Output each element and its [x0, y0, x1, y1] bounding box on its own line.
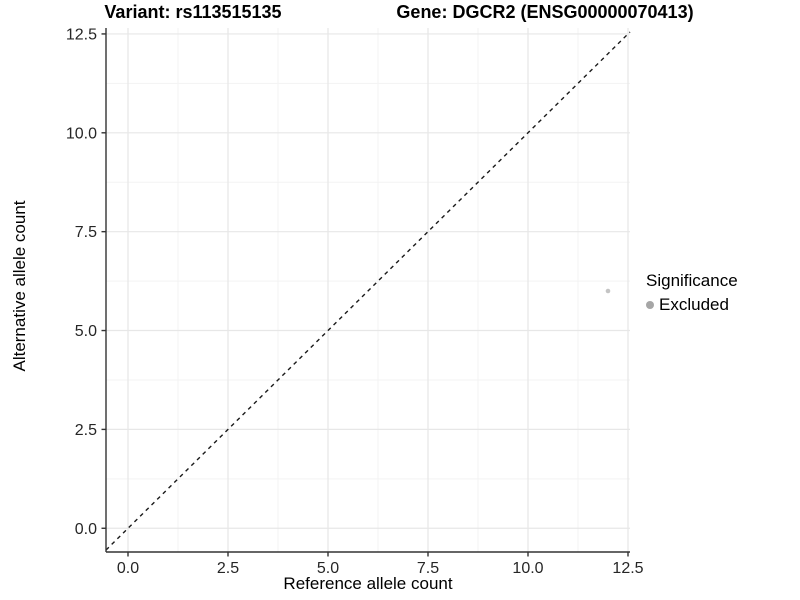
y-tick-label: 0.0 — [75, 521, 97, 538]
plot-title-gene: Gene: DGCR2 (ENSG00000070413) — [396, 2, 694, 22]
legend-item-excluded: Excluded — [646, 295, 738, 315]
y-tick-label: 2.5 — [75, 422, 97, 439]
x-tick-label: 5.0 — [317, 560, 339, 577]
x-tick-label: 7.5 — [417, 560, 439, 577]
data-point — [605, 288, 611, 294]
plot-title-variant: Variant: rs113515135 — [104, 2, 282, 22]
x-tick-label: 12.5 — [612, 560, 643, 577]
x-tick-label: 2.5 — [217, 560, 239, 577]
legend: Significance Excluded — [646, 271, 738, 315]
x-tick-label: 10.0 — [512, 560, 543, 577]
y-tick-label: 12.5 — [66, 26, 97, 43]
legend-item-label: Excluded — [659, 295, 729, 314]
legend-point-icon — [646, 301, 654, 309]
y-tick-label: 10.0 — [66, 125, 97, 142]
y-axis-title: Alternative allele count — [10, 200, 29, 372]
x-tick-label: 0.0 — [117, 560, 139, 577]
y-tick-label: 5.0 — [75, 323, 97, 340]
y-tick-label: 7.5 — [75, 224, 97, 241]
x-axis-title: Reference allele count — [283, 574, 453, 593]
identity-line — [105, 31, 631, 551]
legend-title: Significance — [646, 271, 738, 290]
